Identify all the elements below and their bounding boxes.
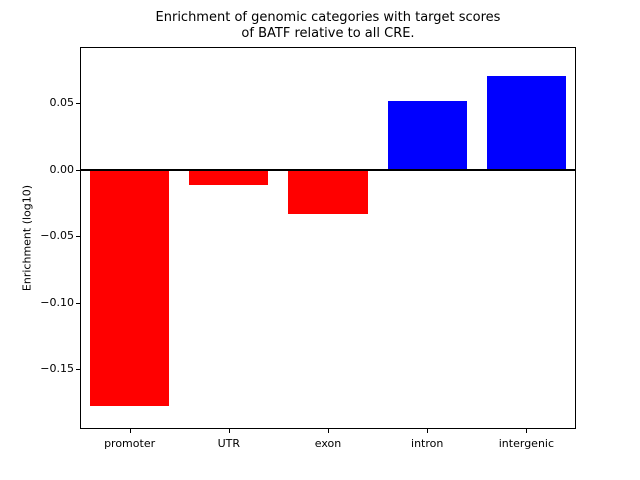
y-tick-mark [76,236,80,238]
y-tick-label: −0.05 [40,229,74,243]
chart-title: Enrichment of genomic categories with ta… [155,10,501,42]
x-tick-label-intron: intron [411,437,444,450]
bar-intron [387,100,467,170]
y-tick-mark [76,169,80,171]
x-tick-mark [427,429,429,433]
x-tick-mark [129,429,131,433]
bar-promoter [89,169,170,407]
y-tick-label: 0.00 [49,162,75,176]
x-tick-label-promoter: promoter [104,437,156,450]
y-tick-label: −0.10 [40,295,74,309]
y-tick-mark [76,302,80,304]
x-tick-mark [228,429,230,433]
x-tick-label-intergenic: intergenic [498,437,555,450]
zero-line [80,168,576,171]
y-tick-label: 0.05 [49,96,75,110]
x-tick-label-exon: exon [314,437,342,450]
bar-UTR [189,169,269,185]
y-tick-mark [76,103,80,105]
x-tick-mark [328,429,329,433]
y-tick-label: −0.15 [40,362,74,376]
x-tick-label-UTR: UTR [217,437,240,450]
bar-intergenic [486,75,567,170]
x-tick-mark [526,429,528,433]
y-tick-mark [76,369,80,371]
bar-exon [288,169,368,214]
